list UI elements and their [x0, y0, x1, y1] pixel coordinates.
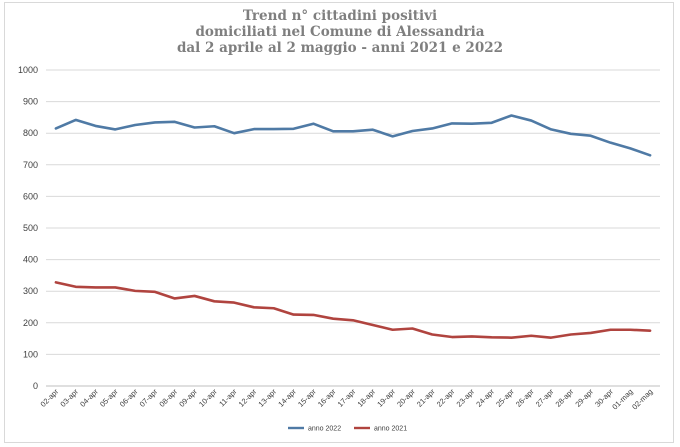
y-tick-label: 700 [23, 160, 38, 170]
title-line-1: Trend n° cittadini positivi [242, 8, 438, 24]
x-tick-label: 05-apr [98, 387, 120, 409]
x-tick-label: 12-apr [237, 387, 259, 409]
gridlines [46, 69, 660, 387]
y-tick-label: 100 [23, 349, 38, 359]
title-line-2: domiciliati nel Comune di Alessandria [195, 24, 485, 40]
x-tick-label: 16-apr [316, 387, 338, 409]
x-tick-label: 06-apr [118, 387, 140, 409]
x-tick-label: 19-apr [375, 387, 397, 409]
y-tick-label: 900 [23, 97, 38, 107]
legend: anno 2022 anno 2021 [288, 426, 407, 433]
y-tick-label: 500 [23, 223, 38, 233]
x-tick-label: 17-apr [336, 387, 358, 409]
x-tick-label: 01-mag [610, 387, 634, 411]
x-tick-label: 24-apr [474, 387, 496, 409]
x-tick-label: 04-apr [78, 387, 100, 409]
x-axis: 02-apr03-apr04-apr05-apr06-apr07-apr08-a… [39, 387, 655, 412]
y-tick-label: 600 [23, 191, 38, 201]
series-line-2 [54, 281, 652, 339]
x-tick-label: 29-apr [573, 387, 595, 409]
x-tick-label: 28-apr [554, 387, 576, 409]
y-tick-label: 1000 [18, 65, 38, 75]
x-tick-label: 20-apr [395, 387, 417, 409]
x-tick-label: 15-apr [296, 387, 318, 409]
x-tick-label: 22-apr [435, 387, 457, 409]
x-tick-label: 08-apr [157, 387, 179, 409]
title-line-3: dal 2 aprile al 2 maggio - anni 2021 e 2… [176, 40, 503, 56]
x-tick-label: 14-apr [276, 387, 298, 409]
x-tick-label: 13-apr [256, 387, 278, 409]
x-tick-label: 10-apr [197, 387, 219, 409]
x-tick-label: 03-apr [58, 387, 80, 409]
x-tick-label: 21-apr [415, 387, 437, 409]
x-tick-label: 02-mag [630, 387, 654, 411]
y-axis: 0 100 200 300 400 500 600 700 800 900 1000 [18, 65, 38, 391]
y-tick-label: 300 [23, 286, 38, 296]
x-tick-label: 18-apr [356, 387, 378, 409]
x-tick-label: 09-apr [177, 387, 199, 409]
chart-title: Trend n° cittadini positivi domiciliati … [0, 8, 680, 56]
legend-label: anno 2021 [374, 426, 407, 433]
x-tick-label: 27-apr [534, 387, 556, 409]
legend-label: anno 2022 [308, 426, 341, 433]
y-tick-label: 200 [23, 318, 38, 328]
series-line-1 [54, 114, 652, 157]
y-tick-label: 400 [23, 255, 38, 265]
chart-frame [4, 2, 674, 443]
y-tick-label: 800 [23, 128, 38, 138]
x-tick-label: 26-apr [514, 387, 536, 409]
x-tick-label: 11-apr [217, 387, 239, 409]
x-tick-label: 25-apr [494, 387, 516, 409]
x-tick-label: 23-apr [455, 387, 477, 409]
y-tick-label: 0 [33, 381, 38, 391]
x-tick-label: 07-apr [138, 387, 160, 409]
x-tick-label: 02-apr [39, 387, 61, 409]
series-lines [54, 114, 652, 339]
